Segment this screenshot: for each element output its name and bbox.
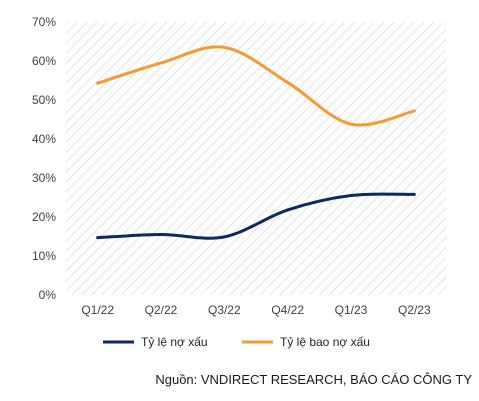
y-tick-label: 20% <box>32 210 56 224</box>
y-tick-label: 30% <box>32 171 56 185</box>
y-tick-label: 70% <box>32 15 56 29</box>
y-tick-label: 60% <box>32 54 56 68</box>
y-axis: 0% 10% 20% 30% 40% 50% 60% 70% <box>32 15 56 302</box>
x-tick-label: Q1/23 <box>335 303 368 317</box>
series-line-2 <box>96 45 416 127</box>
legend-label: Tỷ lệ nợ xấu <box>141 335 208 349</box>
x-axis: Q1/22 Q2/22 Q3/22 Q4/22 Q1/23 Q2/23 <box>81 303 431 317</box>
series-lines <box>96 45 416 240</box>
y-tick-label: 10% <box>32 249 56 263</box>
source-note: Nguồn: VNDIRECT RESEARCH, BÁO CÁO CÔNG T… <box>155 372 472 387</box>
x-tick-label: Q3/22 <box>208 303 241 317</box>
legend-label: Tỷ lệ bao nợ xấu <box>280 335 370 349</box>
y-tick-label: 50% <box>32 93 56 107</box>
plot-area <box>66 22 446 295</box>
x-tick-label: Q2/22 <box>145 303 178 317</box>
line-chart: 0%10%20%30%40%50%60%70% Q1/22 Q2/22 Q3/22 Q… <box>32 15 446 349</box>
legend: Tỷ lệ nợ xấu Tỷ lệ bao nợ xấu <box>103 335 370 349</box>
y-tick-label: 0% <box>39 288 57 302</box>
x-tick-label: Q4/22 <box>271 303 304 317</box>
x-tick-label: Q2/23 <box>398 303 431 317</box>
x-tick-label: Q1/22 <box>81 303 114 317</box>
y-tick-label: 40% <box>32 132 56 146</box>
series-line-1 <box>96 192 416 240</box>
